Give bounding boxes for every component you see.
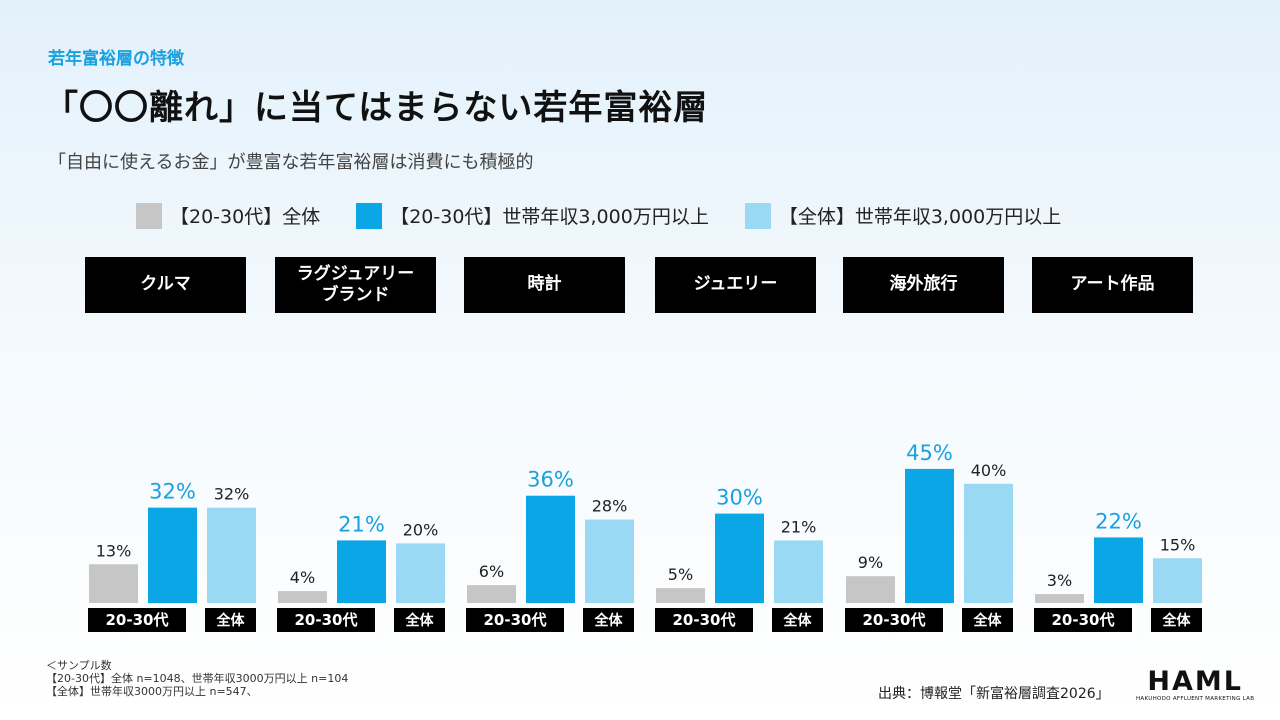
data-label-car-all-affluent: 32% (214, 485, 250, 504)
legend-label: 【全体】世帯年収3,000万円以上 (778, 206, 1062, 228)
data-label-overseas-travel-young-all: 9% (858, 553, 883, 572)
bar-watch-young-affluent (526, 495, 575, 603)
page-subtitle: 「自由に使えるお金」が豊富な若年富裕層は消費にも積極的 (48, 152, 534, 173)
bar-art-young-affluent (1094, 537, 1143, 603)
data-label-jewelry-all-affluent: 21% (781, 517, 817, 536)
section-eyebrow: 若年富裕層の特徴 (48, 49, 184, 69)
bar-art-young-all (1035, 594, 1084, 603)
bar-art-all-affluent (1153, 558, 1202, 603)
group-label-bg (277, 608, 375, 632)
group-label-young-jewelry: 20-30代 (673, 611, 736, 629)
data-label-luxury-brand-young-affluent: 21% (338, 512, 385, 536)
bar-overseas-travel-young-affluent (905, 468, 954, 603)
data-label-car-young-all: 13% (96, 541, 132, 560)
data-label-watch-young-all: 6% (479, 562, 504, 581)
bar-car-young-affluent (148, 507, 197, 603)
group-label-young-car: 20-30代 (106, 611, 169, 629)
data-label-car-young-affluent: 32% (149, 480, 196, 504)
group-label-young-overseas-travel: 20-30代 (863, 611, 926, 629)
group-label-young-watch: 20-30代 (484, 611, 547, 629)
group-label-bg (962, 608, 1013, 632)
group-label-all-watch: 全体 (594, 612, 624, 629)
group-label-young-art: 20-30代 (1052, 611, 1115, 629)
data-label-overseas-travel-all-affluent: 40% (971, 461, 1007, 480)
group-label-all-art: 全体 (1162, 612, 1192, 629)
data-label-jewelry-young-affluent: 30% (716, 486, 763, 510)
category-header-overseas-travel: 海外旅行 (843, 257, 1004, 313)
bar-overseas-travel-young-all (846, 576, 895, 603)
logo-wordmark: HAML (1147, 666, 1243, 697)
legend-label: 【20-30代】世帯年収3,000万円以上 (390, 206, 709, 228)
category-header-jewelry: ジュエリー (655, 257, 816, 313)
source-citation: 出典：博報堂「新富裕層調査2026」 (878, 686, 1110, 702)
group-label-all-overseas-travel: 全体 (973, 612, 1003, 629)
group-label-bg (583, 608, 634, 632)
legend-swatch-blue (356, 202, 383, 229)
bar-luxury-brand-all-affluent (396, 543, 445, 603)
group-label-all-luxury-brand: 全体 (405, 612, 435, 629)
data-label-luxury-brand-young-all: 4% (290, 568, 315, 587)
sample-size-notes: ＜サンプル数 【20-30代】全体 n=1048、世帯年収3000万円以上 n=… (46, 659, 348, 698)
bar-jewelry-young-all (656, 588, 705, 603)
data-label-luxury-brand-all-affluent: 20% (403, 520, 439, 539)
group-label-bg (205, 608, 256, 632)
group-label-all-jewelry: 全体 (783, 612, 813, 629)
data-label-overseas-travel-young-affluent: 45% (906, 441, 953, 465)
data-label-jewelry-young-all: 5% (668, 565, 693, 584)
legend-swatch-gray (136, 202, 162, 229)
bar-car-all-affluent (207, 507, 256, 603)
group-label-bg (88, 608, 186, 632)
category-header-watch: 時計 (464, 257, 625, 313)
bar-luxury-brand-young-affluent (337, 540, 386, 603)
category-header-art: アート作品 (1032, 257, 1193, 313)
legend-item-all-affluent: 【全体】世帯年収3,000万円以上 (744, 202, 1062, 229)
group-label-bg (772, 608, 823, 632)
page-title: 「〇〇離れ」に当てはまらない若年富裕層 (44, 88, 709, 128)
group-label-bg (1151, 608, 1202, 632)
bar-jewelry-young-affluent (715, 513, 764, 603)
chart-legend: 【20-30代】全体 【20-30代】世帯年収3,000万円以上 【全体】世帯年… (136, 202, 1061, 229)
group-label-young-luxury-brand: 20-30代 (295, 611, 358, 629)
notes-heading: ＜サンプル数 (46, 659, 112, 672)
bar-car-young-all (89, 564, 138, 603)
legend-swatch-light-blue (744, 202, 771, 229)
group-label-bg (845, 608, 943, 632)
bar-watch-all-affluent (585, 519, 634, 603)
data-label-watch-young-affluent: 36% (527, 468, 574, 492)
data-label-art-young-affluent: 22% (1095, 509, 1142, 533)
notes-line-2: 【全体】世帯年収3000万円以上 n=547、 (46, 685, 258, 698)
data-label-art-young-all: 3% (1047, 571, 1072, 590)
group-label-bg (466, 608, 564, 632)
legend-item-young-affluent: 【20-30代】世帯年収3,000万円以上 (356, 202, 709, 229)
group-label-all-car: 全体 (216, 612, 246, 629)
group-label-bg (394, 608, 445, 632)
logo-tagline: HAKUHODO AFFLUENT MARKETING LAB (1136, 696, 1255, 702)
data-label-watch-all-affluent: 28% (592, 497, 628, 516)
bar-overseas-travel-all-affluent (964, 483, 1013, 603)
haml-logo: HAML HAKUHODO AFFLUENT MARKETING LAB (1136, 666, 1255, 703)
category-header-car: クルマ (85, 257, 246, 313)
legend-label: 【20-30代】全体 (170, 206, 321, 228)
bar-watch-young-all (467, 585, 516, 603)
group-label-bg (655, 608, 753, 632)
bar-jewelry-all-affluent (774, 540, 823, 603)
notes-line-1: 【20-30代】全体 n=1048、世帯年収3000万円以上 n=104 (46, 672, 349, 685)
data-label-art-all-affluent: 15% (1160, 535, 1196, 554)
bar-luxury-brand-young-all (278, 591, 327, 603)
category-header-luxury-brand: ラグジュアリー ブランド (275, 257, 436, 313)
group-label-bg (1034, 608, 1132, 632)
legend-item-young-all: 【20-30代】全体 (136, 202, 320, 229)
